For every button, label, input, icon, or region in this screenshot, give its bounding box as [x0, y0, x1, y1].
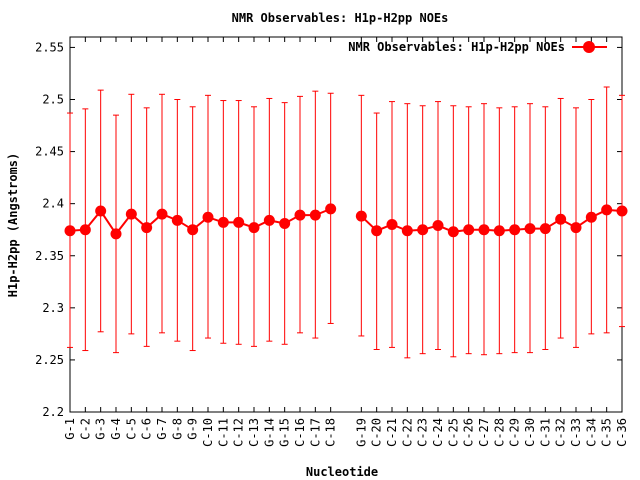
data-point: [493, 225, 505, 237]
x-tick-label: C-26: [462, 418, 476, 447]
x-tick-label: G-15: [278, 418, 292, 447]
x-tick-label: C-23: [416, 418, 430, 447]
data-point: [202, 211, 214, 223]
x-tick-label: C-27: [477, 418, 491, 447]
data-point: [417, 224, 429, 236]
data-point: [555, 213, 567, 225]
y-tick-label: 2.5: [42, 93, 64, 107]
x-tick-label: C-31: [538, 418, 552, 447]
data-point: [125, 208, 137, 220]
y-tick-label: 2.45: [35, 145, 64, 159]
series-line: [360, 208, 623, 233]
x-tick-label: G-7: [155, 418, 169, 440]
data-point: [570, 222, 582, 234]
data-point: [463, 224, 475, 236]
data-point: [233, 216, 245, 228]
y-tick-label: 2.3: [42, 301, 64, 315]
data-point: [585, 211, 597, 223]
data-point: [156, 208, 168, 220]
data-point: [509, 224, 521, 236]
data-point: [616, 205, 628, 217]
data-point: [447, 226, 459, 238]
data-point: [309, 209, 321, 221]
x-tick-label: C-35: [600, 418, 614, 447]
data-point: [64, 225, 76, 237]
x-tick-label: C-25: [446, 418, 460, 447]
data-point: [110, 228, 122, 240]
x-tick-label: C-6: [140, 418, 154, 440]
data-point: [601, 204, 613, 216]
x-tick-label: C-34: [584, 418, 598, 447]
y-tick-label: 2.35: [35, 249, 64, 263]
y-tick-label: 2.4: [42, 197, 64, 211]
x-tick-label: C-29: [508, 418, 522, 447]
data-point: [478, 224, 490, 236]
x-tick-label: G-14: [262, 418, 276, 447]
x-tick-label: G-4: [109, 418, 123, 440]
x-tick-label: C-13: [247, 418, 261, 447]
x-tick-label: C-18: [324, 418, 338, 447]
data-point: [248, 222, 260, 234]
y-axis-label: H1p-H2pp (Angstroms): [6, 153, 20, 298]
x-tick-label: C-5: [124, 418, 138, 440]
y-tick-label: 2.55: [35, 40, 64, 54]
x-tick-label: C-24: [431, 418, 445, 447]
x-tick-label: C-10: [201, 418, 215, 447]
series-line: [69, 207, 332, 236]
y-tick-label: 2.25: [35, 353, 64, 367]
data-point: [539, 223, 551, 235]
x-tick-label: C-17: [308, 418, 322, 447]
data-point: [187, 224, 199, 236]
x-tick-label: C-16: [293, 418, 307, 447]
data-point: [95, 205, 107, 217]
x-tick-label: C-33: [569, 418, 583, 447]
chart-title: NMR Observables: H1p-H2pp NOEs: [232, 11, 449, 25]
data-point: [79, 224, 91, 236]
legend: NMR Observables: H1p-H2pp NOEs: [348, 40, 607, 54]
x-tick-label: C-21: [385, 418, 399, 447]
x-tick-label: C-36: [615, 418, 629, 447]
legend-marker: [583, 41, 595, 53]
data-point: [432, 220, 444, 232]
plot-border: [69, 36, 623, 413]
y-tick-label: 2.2: [42, 405, 64, 419]
x-tick-label: C-12: [232, 418, 246, 447]
data-point: [386, 219, 398, 230]
data-point: [217, 216, 229, 228]
x-tick-label: G-19: [354, 418, 368, 447]
data-point: [171, 214, 183, 226]
data-point: [325, 203, 337, 215]
x-tick-label: G-3: [94, 418, 108, 440]
data-point: [263, 214, 275, 226]
data-point: [141, 222, 153, 234]
data-point: [371, 225, 383, 237]
x-axis-label: Nucleotide: [306, 465, 378, 479]
x-tick-label: C-22: [400, 418, 414, 447]
x-tick-label: C-28: [492, 418, 506, 447]
x-tick-label: C-30: [523, 418, 537, 447]
x-tick-label: C-2: [78, 418, 92, 440]
plot-area: 2.2 2.25 2.3 2.35 2.4 2.45 2.5 2.55 G-1 C-2 G-3 G-4…: [35, 36, 629, 447]
x-tick-label: G-9: [186, 418, 200, 440]
x-tick-label: C-11: [216, 418, 230, 447]
data-point: [279, 217, 291, 229]
data-point: [524, 223, 536, 235]
data-point: [401, 225, 413, 237]
data-point: [355, 210, 367, 222]
x-tick-label: G-8: [170, 418, 184, 440]
legend-label: NMR Observables: H1p-H2pp NOEs: [348, 40, 565, 54]
data-point: [294, 209, 306, 221]
x-tick-label: C-20: [370, 418, 384, 447]
x-tick-label: C-32: [554, 418, 568, 447]
x-tick-label: G-1: [63, 418, 77, 440]
